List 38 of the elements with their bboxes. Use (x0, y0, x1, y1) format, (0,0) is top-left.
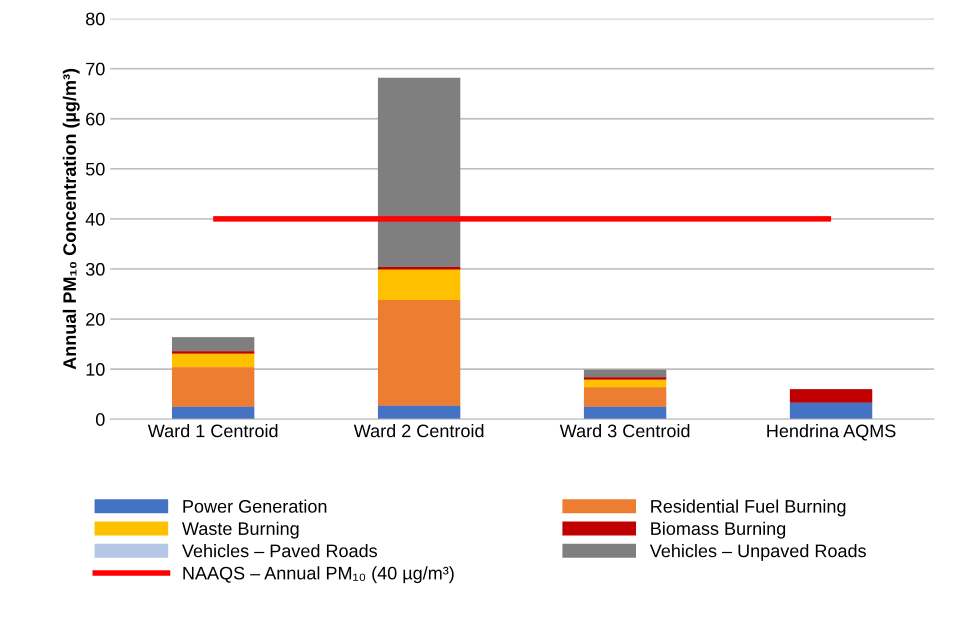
bar (584, 387, 666, 407)
bar (584, 370, 666, 378)
bar (172, 367, 254, 407)
legend-label: Waste Burning (182, 522, 299, 539)
y-tick-label: 0 (96, 413, 105, 426)
bar (378, 300, 460, 406)
legend-label: Biomass Burning (651, 522, 786, 539)
bar (378, 406, 460, 420)
y-tick-label: 50 (86, 162, 105, 176)
bar (378, 269, 460, 300)
x-tick-label: Hendrina AQMS (767, 424, 896, 441)
legend-label: Power Generation (183, 500, 326, 513)
bar (172, 337, 254, 352)
bar (378, 78, 460, 267)
x-tick-label: Ward 1 Centroid (148, 424, 278, 438)
y-tick-label: 70 (86, 62, 105, 76)
bar (790, 402, 872, 420)
legend-label: Vehicles – Unpaved Roads (650, 544, 866, 561)
x-tick-label: Ward 2 Centroid (354, 424, 484, 438)
bar (172, 406, 254, 420)
bar (584, 377, 666, 380)
y-axis-title: Annual PM₁₀ Concentration (µg/m³) (62, 68, 80, 370)
y-tick-label: 10 (86, 363, 105, 376)
bar (378, 266, 460, 270)
y-tick-label: 80 (86, 12, 105, 26)
y-tick-label: 60 (86, 112, 105, 126)
legend-label: NAAQS – Annual PM₁₀ (40 µg/m³) (183, 566, 454, 584)
bar (584, 406, 666, 420)
y-tick-label: 20 (86, 312, 105, 326)
bar (790, 389, 872, 403)
bar (172, 354, 254, 368)
y-tick-label: 40 (86, 212, 105, 226)
bar (584, 380, 666, 388)
bar (172, 351, 254, 354)
legend-label: Residential Fuel Burning (651, 500, 846, 516)
y-tick-label: 30 (86, 262, 105, 276)
x-tick-label: Ward 3 Centroid (560, 424, 690, 438)
legend-label: Vehicles – Paved Roads (182, 544, 378, 558)
